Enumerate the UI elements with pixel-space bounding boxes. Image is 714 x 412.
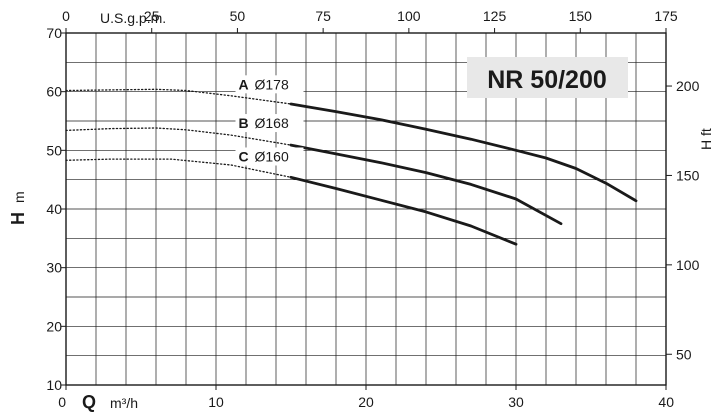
y-primary-symbol: H: [8, 212, 28, 225]
y-tick-label: 10: [46, 377, 62, 393]
y-tick-label: 60: [46, 84, 62, 100]
y-tick-label: 30: [46, 260, 62, 276]
x-secondary-label: U.S.g.p.m.: [100, 10, 166, 26]
y-tick-label: 70: [46, 25, 62, 41]
y-primary-unit: m: [11, 191, 27, 203]
curve-label-b: B Ø168: [235, 114, 304, 133]
x-tick-label: 20: [358, 394, 374, 410]
curve-c: [289, 175, 518, 246]
x2-tick-label: 50: [230, 8, 246, 24]
curve-label-diameter: Ø178: [255, 76, 289, 92]
y-tick-label: 50: [46, 142, 62, 158]
curve-label-letter: B: [239, 115, 249, 131]
x-tick-label: 40: [658, 394, 674, 410]
curve-label-letter: A: [239, 76, 249, 92]
y-tick-label: 40: [46, 201, 62, 217]
curve-label-backdrop: [235, 114, 304, 133]
x-tick-label: 30: [508, 394, 524, 410]
curve-b-dotted: [65, 127, 292, 146]
curve-label-backdrop: [235, 147, 304, 166]
y2-tick-label: 150: [676, 167, 700, 183]
x2-tick-label: 175: [654, 8, 678, 24]
y-tick-label: 20: [46, 318, 62, 334]
curve-label-backdrop: [235, 75, 304, 94]
curve-label-diameter: Ø168: [255, 115, 289, 131]
x2-tick-label: 100: [397, 8, 421, 24]
curve-a-dotted: [65, 88, 292, 105]
x2-tick-label: 0: [62, 8, 70, 24]
x-tick-label: 0: [58, 394, 66, 410]
x2-tick-label: 25: [144, 8, 160, 24]
curve-labels: A Ø178 B Ø168 C Ø160: [235, 75, 304, 166]
curves: [65, 88, 638, 246]
curve-a: [289, 102, 638, 203]
curve-b: [289, 143, 563, 226]
axis-ticks: 0 10 20 30 400 25 50 75 100 125 150 175102030405060…: [46, 8, 699, 410]
x-tick-label: 10: [208, 394, 224, 410]
x2-tick-label: 125: [483, 8, 507, 24]
title-box: [467, 57, 628, 98]
x-primary-symbol: Q: [82, 392, 96, 412]
y2-tick-label: 50: [676, 346, 692, 362]
y-secondary-label: H ft: [698, 128, 714, 150]
curve-label-c: C Ø160: [235, 147, 304, 166]
chart-title: NR 50/200: [487, 66, 607, 94]
curve-label-a: A Ø178: [235, 75, 304, 94]
y2-tick-label: 100: [676, 257, 700, 273]
curve-c-dotted: [65, 158, 292, 178]
x2-tick-label: 75: [315, 8, 331, 24]
x-primary-unit: m³/h: [110, 395, 138, 411]
curve-label-letter: C: [239, 148, 249, 164]
x2-tick-label: 150: [569, 8, 593, 24]
y2-tick-label: 200: [676, 78, 700, 94]
curve-label-diameter: Ø160: [255, 148, 289, 164]
